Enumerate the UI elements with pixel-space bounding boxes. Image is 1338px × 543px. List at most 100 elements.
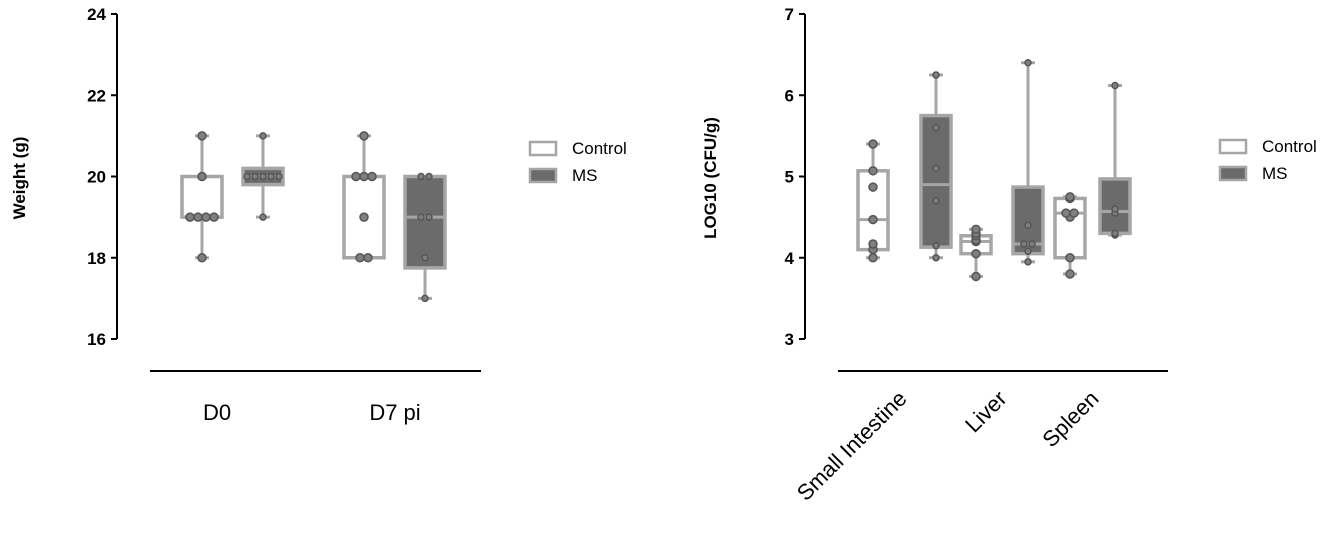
data-point bbox=[868, 166, 878, 176]
data-point bbox=[1065, 192, 1075, 202]
legend-swatch-ms bbox=[1218, 165, 1248, 182]
legend-swatch-ms bbox=[528, 167, 558, 184]
box-ms-1 bbox=[403, 172, 447, 303]
data-point bbox=[1111, 81, 1119, 90]
data-point bbox=[351, 171, 361, 182]
box bbox=[919, 113, 953, 249]
data-point bbox=[971, 224, 981, 235]
data-point bbox=[868, 239, 878, 249]
data-point bbox=[971, 271, 981, 282]
data-point bbox=[971, 248, 981, 259]
data-point bbox=[932, 241, 940, 250]
box-ms-1 bbox=[1011, 59, 1045, 266]
data-point bbox=[932, 124, 940, 132]
y-tick-label: 3 bbox=[785, 330, 794, 349]
y-tick-label: 18 bbox=[87, 249, 106, 268]
data-point bbox=[359, 171, 369, 182]
data-point bbox=[1069, 208, 1079, 218]
box-ms-0 bbox=[919, 71, 953, 262]
box-control-1 bbox=[959, 224, 993, 282]
box bbox=[1053, 196, 1087, 260]
data-point bbox=[267, 172, 275, 181]
data-point bbox=[259, 172, 267, 181]
data-point bbox=[417, 213, 425, 221]
category-label: Liver bbox=[960, 386, 1011, 437]
category-labels: D0 D7 pi bbox=[203, 400, 421, 425]
data-point bbox=[197, 131, 207, 141]
y-tick-label: 7 bbox=[785, 5, 794, 24]
data-point bbox=[1065, 253, 1075, 263]
data-point bbox=[1061, 208, 1071, 218]
data-point bbox=[932, 197, 940, 205]
legend-label-control: Control bbox=[572, 139, 627, 158]
y-axis-label: LOG10 (CFU/g) bbox=[701, 117, 720, 239]
category-label: Small Intestine bbox=[792, 386, 912, 506]
box-control-0 bbox=[856, 139, 890, 263]
category-labels: Small Intestine Liver Spleen bbox=[792, 386, 1104, 506]
data-point bbox=[193, 212, 203, 222]
data-point bbox=[1028, 240, 1036, 248]
data-point bbox=[1111, 229, 1119, 238]
y-tick-label: 20 bbox=[87, 168, 106, 187]
legend: Control MS bbox=[528, 139, 627, 185]
data-point bbox=[363, 253, 373, 263]
legend: Control MS bbox=[1218, 137, 1317, 183]
y-tick-label: 24 bbox=[87, 5, 106, 24]
data-point bbox=[251, 172, 259, 181]
box-control-1 bbox=[342, 131, 386, 263]
data-point bbox=[1024, 221, 1032, 229]
data-point bbox=[868, 214, 878, 225]
data-point bbox=[425, 172, 433, 181]
legend-label-ms: MS bbox=[1262, 164, 1288, 183]
data-point bbox=[421, 294, 429, 303]
box bbox=[403, 174, 447, 270]
legend-label-ms: MS bbox=[572, 166, 598, 185]
data-point bbox=[275, 172, 283, 181]
boxes bbox=[856, 59, 1132, 282]
data-point bbox=[243, 172, 251, 181]
box-control-0 bbox=[180, 131, 224, 263]
category-label: D0 bbox=[203, 400, 231, 425]
data-point bbox=[421, 254, 429, 262]
box-ms-0 bbox=[241, 132, 285, 221]
legend-swatch-control bbox=[528, 140, 558, 157]
box-control-2 bbox=[1053, 192, 1087, 279]
data-point bbox=[185, 212, 195, 222]
legend-swatch-control bbox=[1218, 138, 1248, 155]
legend-label-control: Control bbox=[1262, 137, 1317, 156]
data-point bbox=[868, 253, 878, 263]
data-point bbox=[1111, 205, 1119, 213]
data-point bbox=[1065, 269, 1075, 279]
data-point bbox=[425, 213, 433, 221]
data-point bbox=[201, 212, 211, 222]
y-tick-label: 16 bbox=[87, 330, 106, 349]
y-tick-label: 22 bbox=[87, 86, 106, 105]
y-tick-label: 5 bbox=[785, 168, 794, 187]
data-point bbox=[197, 171, 207, 182]
data-point bbox=[259, 213, 267, 221]
cfu-chart: LOG10 (CFU/g) 3 4 5 6 7 Small Intestine Liver… bbox=[701, 5, 1317, 506]
data-point bbox=[932, 164, 940, 173]
data-point bbox=[1024, 258, 1032, 266]
data-point bbox=[355, 253, 365, 263]
weight-chart: Weight (g) 16 18 20 22 24 D0 D7 pi Control MS bbox=[10, 5, 627, 425]
category-label: D7 pi bbox=[369, 400, 420, 425]
data-point bbox=[1024, 59, 1032, 67]
box bbox=[180, 174, 224, 219]
data-point bbox=[932, 71, 940, 79]
boxes bbox=[180, 131, 447, 303]
data-point bbox=[209, 212, 219, 222]
y-axis: 16 18 20 22 24 bbox=[87, 5, 118, 349]
data-point bbox=[197, 253, 207, 263]
y-tick-label: 4 bbox=[785, 249, 795, 268]
data-point bbox=[367, 171, 377, 182]
data-point bbox=[1020, 240, 1028, 248]
data-point bbox=[359, 131, 369, 141]
data-point bbox=[868, 139, 878, 149]
y-axis-label: Weight (g) bbox=[10, 137, 29, 220]
box-ms-2 bbox=[1098, 81, 1132, 239]
category-label: Spleen bbox=[1037, 386, 1103, 452]
y-tick-label: 6 bbox=[785, 86, 794, 105]
data-point bbox=[868, 182, 878, 192]
